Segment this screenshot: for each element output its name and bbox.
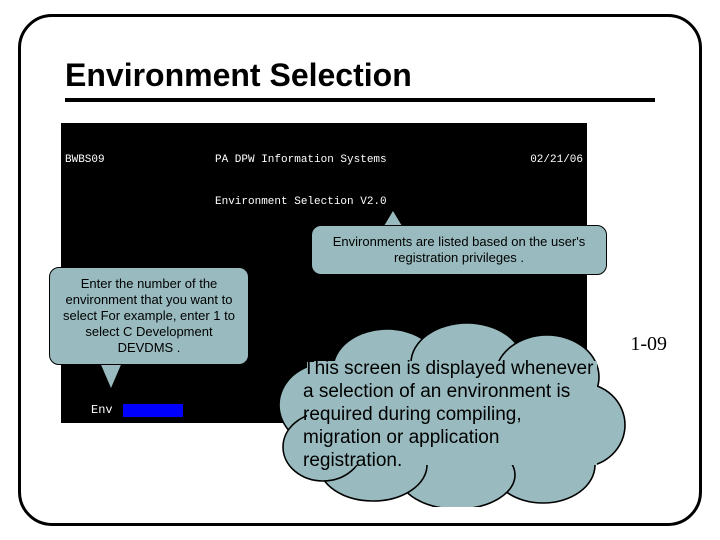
terminal-env-label: Env	[91, 403, 113, 417]
terminal-code: BWBS09	[65, 153, 215, 167]
slide-frame: Environment Selection BWBS09 PA DPW Info…	[18, 14, 702, 526]
page-number: 1-09	[630, 333, 667, 356]
page-title: Environment Selection	[65, 57, 655, 94]
callout-text: Environments are listed based on the use…	[333, 234, 586, 265]
callout-text: Enter the number of the environment that…	[63, 276, 235, 355]
terminal-env-field[interactable]	[123, 404, 183, 417]
callout-enter-number: Enter the number of the environment that…	[49, 267, 249, 365]
cloud-callout: This screen is displayed whenever a sele…	[267, 315, 635, 507]
terminal-title-2: Environment Selection V2.0	[65, 195, 583, 209]
cloud-text: This screen is displayed whenever a sele…	[303, 357, 599, 472]
terminal-title-1: PA DPW Information Systems	[215, 153, 503, 167]
callout-env-listed: Environments are listed based on the use…	[311, 225, 607, 275]
terminal-date: 02/21/06	[503, 153, 583, 167]
terminal-header: BWBS09 PA DPW Information Systems 02/21/…	[65, 153, 583, 167]
heading-rule: Environment Selection	[65, 57, 655, 102]
